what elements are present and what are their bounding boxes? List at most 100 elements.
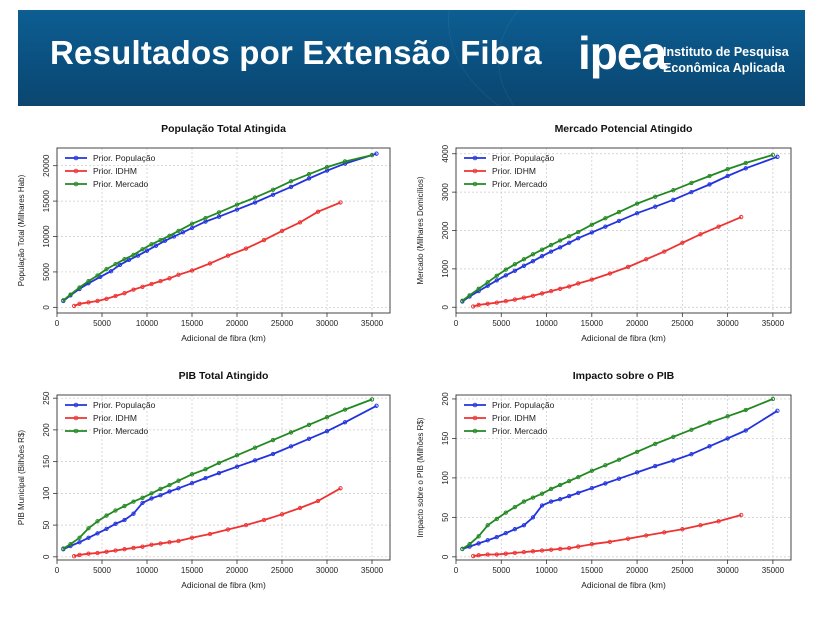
data-point bbox=[162, 238, 168, 243]
data-point bbox=[743, 428, 748, 433]
data-point bbox=[576, 281, 581, 286]
x-tick-label: 15000 bbox=[581, 319, 604, 328]
x-tick-label: 20000 bbox=[226, 566, 249, 575]
y-axis-label: PIB Municipal (Bilhões R$) bbox=[17, 430, 26, 525]
data-point bbox=[503, 298, 508, 304]
data-point bbox=[512, 262, 518, 267]
y-tick-label: 3000 bbox=[441, 183, 450, 201]
legend-entry: Prior. IDHM bbox=[492, 413, 536, 423]
data-point bbox=[689, 427, 694, 432]
data-point bbox=[476, 302, 481, 308]
x-tick-label: 35000 bbox=[361, 566, 384, 575]
x-tick-label: 25000 bbox=[671, 566, 694, 575]
series-2 bbox=[471, 214, 744, 309]
data-point bbox=[144, 248, 150, 253]
series-line bbox=[461, 155, 778, 303]
data-point bbox=[476, 534, 481, 539]
chart-3: PIB Total Atingido 0 5000 10000 15000 20000 25… bbox=[17, 370, 391, 590]
data-point bbox=[530, 259, 536, 264]
data-point bbox=[707, 420, 712, 425]
legend-marker bbox=[472, 428, 478, 434]
y-tick-label: 150 bbox=[42, 454, 51, 468]
y-tick-label: 2000 bbox=[441, 221, 450, 239]
series-1 bbox=[61, 403, 379, 552]
data-point bbox=[122, 291, 127, 296]
data-point bbox=[158, 486, 163, 492]
legend-marker bbox=[73, 155, 79, 161]
data-point bbox=[104, 526, 109, 532]
data-point bbox=[494, 552, 499, 557]
data-point bbox=[716, 519, 721, 524]
legend-marker bbox=[73, 181, 79, 187]
x-tick-label: 15000 bbox=[581, 566, 604, 575]
data-point bbox=[521, 499, 527, 504]
x-tick-label: 10000 bbox=[535, 566, 558, 575]
data-point bbox=[689, 189, 694, 195]
data-point bbox=[86, 278, 91, 284]
series-line bbox=[473, 514, 742, 557]
data-point bbox=[671, 188, 676, 193]
data-point bbox=[743, 166, 748, 171]
data-point bbox=[117, 262, 123, 267]
x-tick-label: 35000 bbox=[762, 319, 785, 328]
data-point bbox=[576, 229, 581, 235]
data-point bbox=[643, 257, 649, 262]
data-point bbox=[288, 184, 294, 190]
data-point bbox=[775, 154, 780, 159]
chart-title: PIB Total Atingido bbox=[179, 370, 269, 382]
data-point bbox=[315, 209, 321, 214]
data-point bbox=[86, 526, 91, 531]
x-axis-label: Adicional de fibra (km) bbox=[581, 333, 666, 343]
data-point bbox=[616, 457, 622, 462]
data-point bbox=[104, 266, 109, 272]
y-tick-label: 200 bbox=[441, 392, 450, 406]
data-point bbox=[338, 200, 343, 205]
data-point bbox=[189, 225, 195, 231]
data-point bbox=[149, 542, 154, 547]
series-line bbox=[461, 398, 774, 550]
data-point bbox=[167, 482, 172, 488]
data-point bbox=[503, 273, 508, 278]
x-axis-label: Adicional de fibra (km) bbox=[581, 580, 666, 590]
data-point bbox=[149, 491, 154, 496]
data-point bbox=[557, 546, 563, 552]
series-line bbox=[73, 201, 341, 307]
data-point bbox=[95, 531, 100, 536]
data-point bbox=[131, 252, 136, 258]
data-point bbox=[324, 164, 330, 170]
data-point bbox=[634, 470, 640, 475]
data-point bbox=[539, 548, 545, 553]
legend-entry: Prior. População bbox=[492, 153, 555, 163]
data-point bbox=[77, 540, 82, 545]
x-tick-label: 20000 bbox=[226, 319, 249, 328]
x-tick-label: 30000 bbox=[716, 319, 739, 328]
data-point bbox=[71, 554, 77, 559]
data-point bbox=[131, 287, 136, 292]
data-point bbox=[567, 284, 572, 289]
legend-marker bbox=[73, 402, 79, 408]
legend-marker bbox=[73, 168, 79, 174]
legend-entry: Prior. População bbox=[93, 153, 156, 163]
data-point bbox=[548, 249, 554, 254]
data-point bbox=[485, 280, 490, 285]
data-point bbox=[261, 237, 267, 243]
data-point bbox=[234, 464, 240, 469]
data-point bbox=[176, 272, 181, 277]
data-point bbox=[494, 278, 499, 283]
data-point bbox=[122, 503, 127, 509]
data-point bbox=[603, 463, 608, 468]
data-point bbox=[725, 173, 730, 179]
data-point bbox=[548, 242, 554, 248]
data-point bbox=[77, 285, 82, 290]
data-point bbox=[725, 414, 730, 419]
data-point bbox=[485, 538, 490, 543]
data-point bbox=[158, 278, 163, 284]
data-point bbox=[108, 269, 114, 274]
x-tick-label: 20000 bbox=[626, 566, 649, 575]
data-point bbox=[297, 220, 303, 225]
data-point bbox=[176, 538, 181, 544]
data-point bbox=[167, 276, 172, 281]
data-point bbox=[653, 194, 658, 199]
data-point bbox=[521, 523, 527, 528]
data-point bbox=[503, 551, 508, 556]
